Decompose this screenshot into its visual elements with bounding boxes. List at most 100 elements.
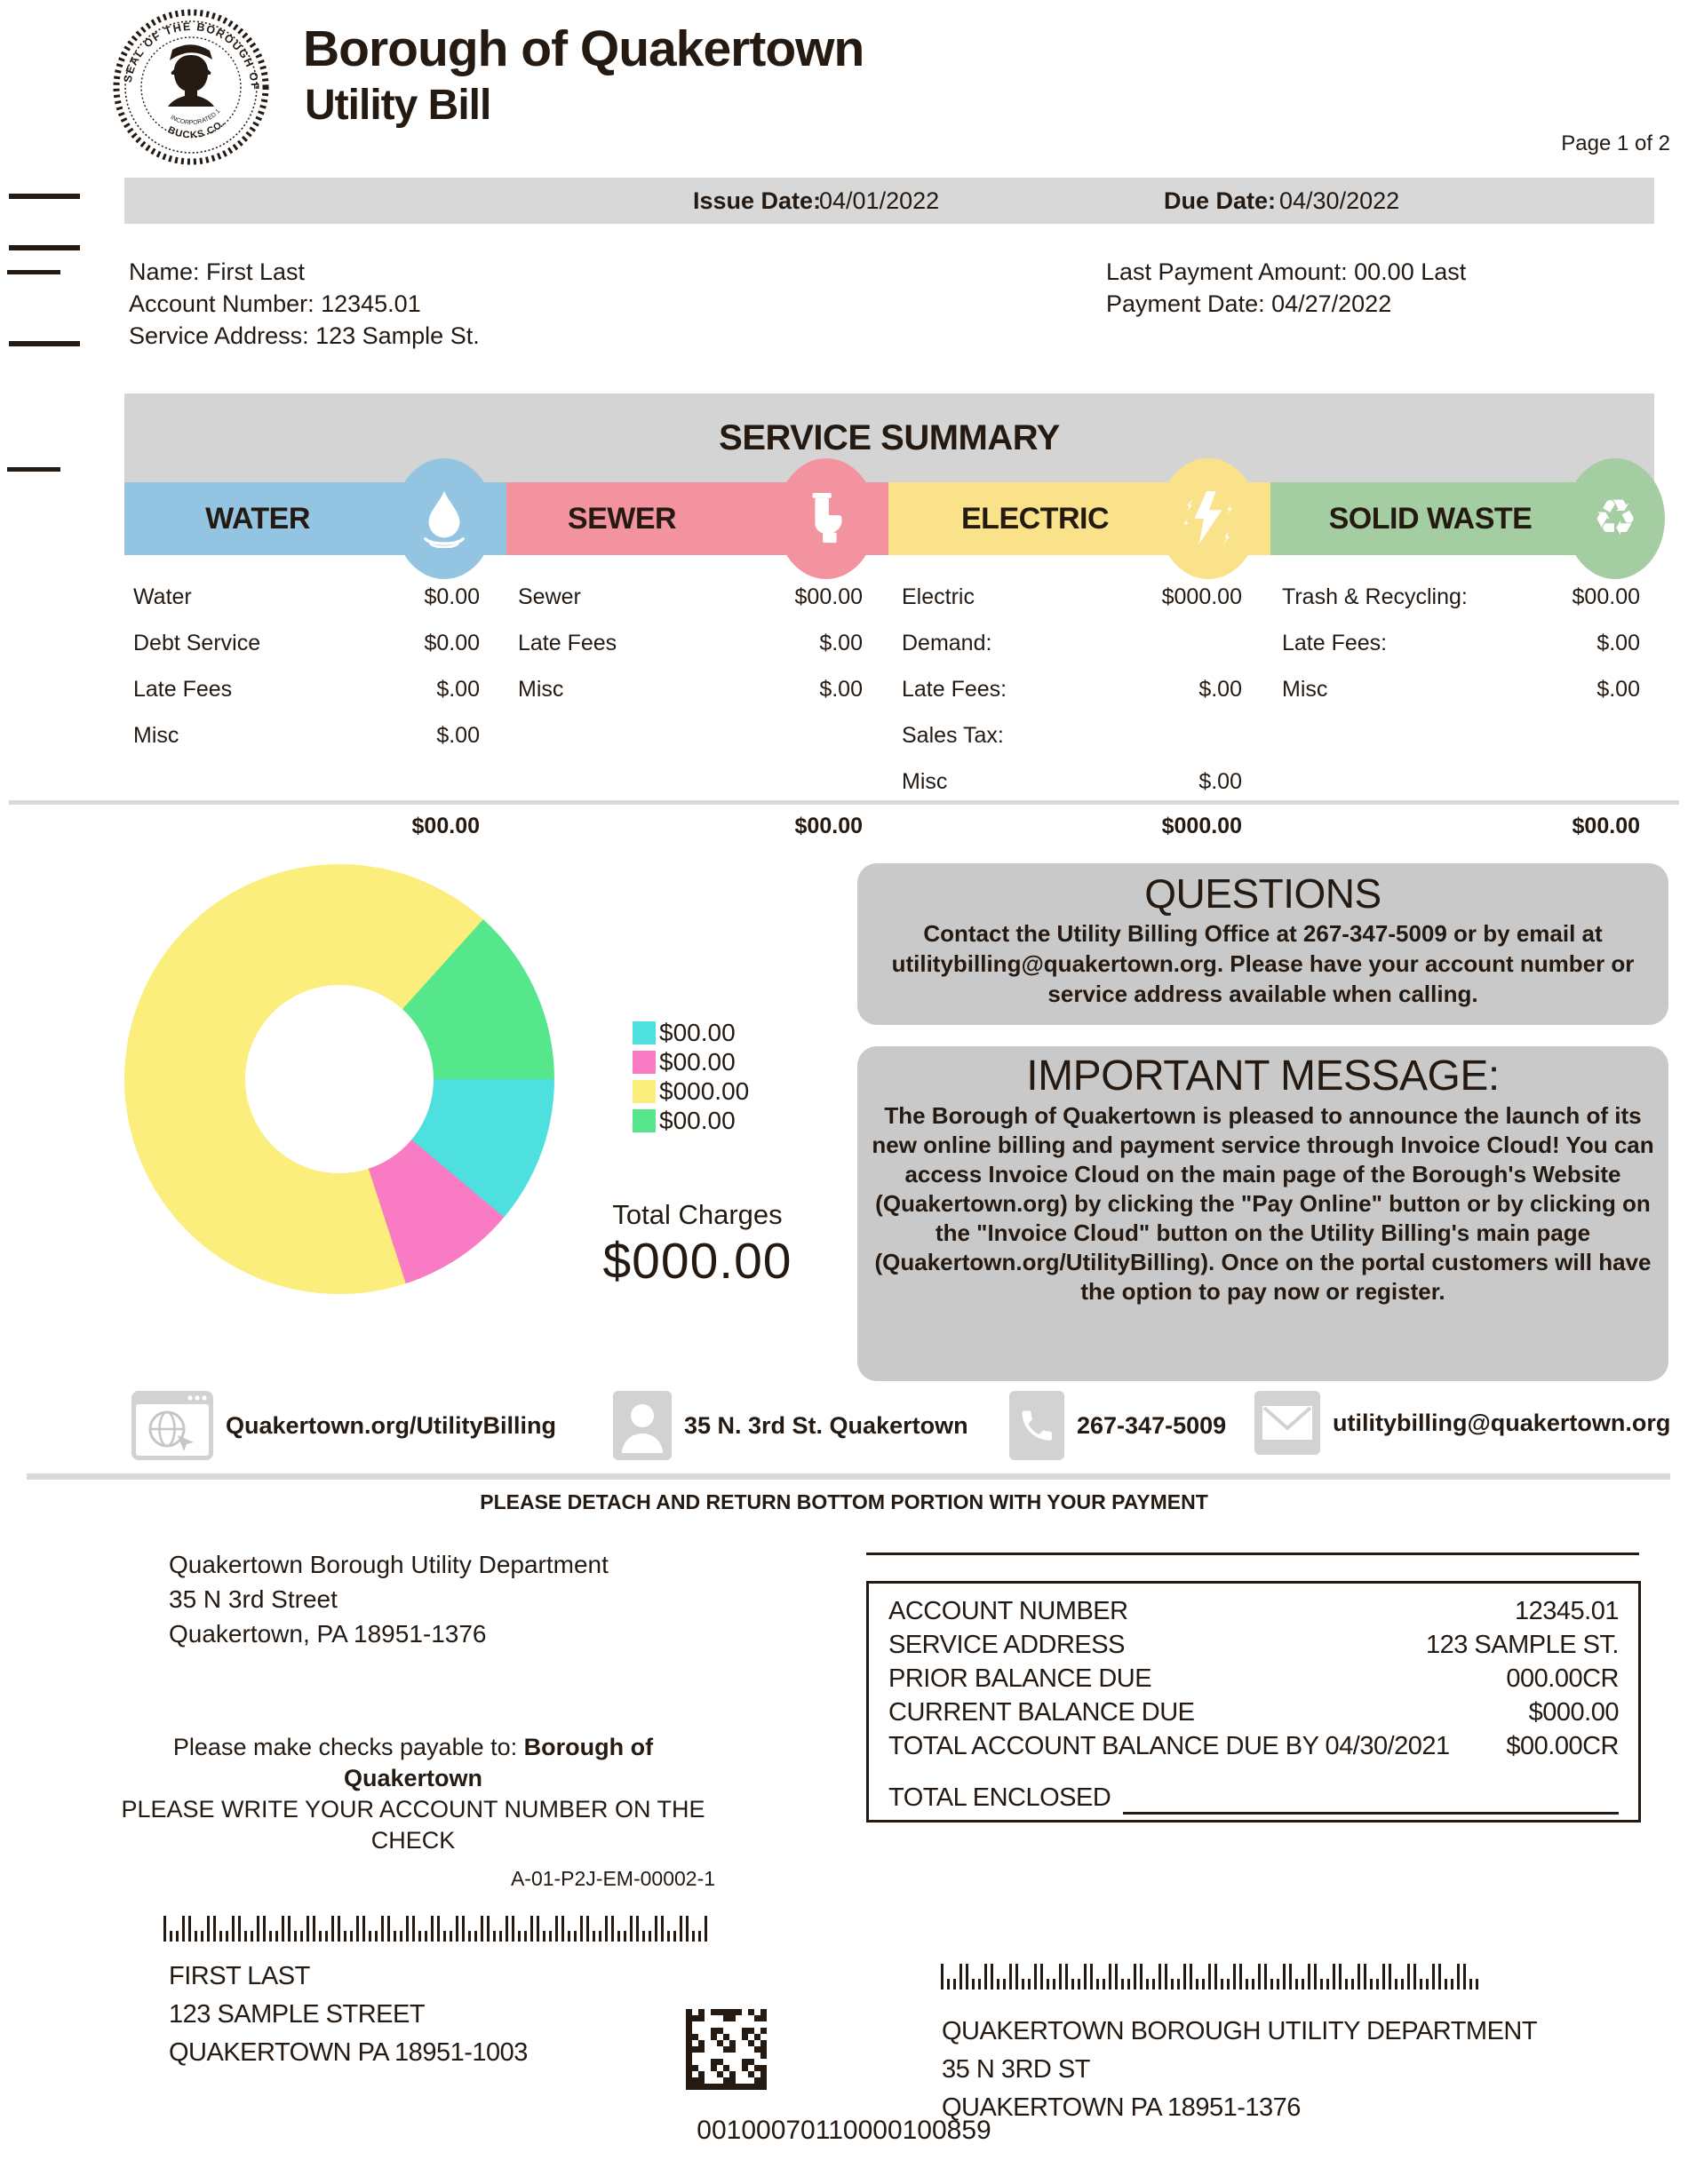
return-address-block: QUAKERTOWN BOROUGH UTILITY DEPARTMENT 35…	[942, 2017, 1538, 2122]
addressee-block: FIRST LAST 123 SAMPLE STREET QUAKERTOWN …	[169, 1962, 528, 2067]
chart-legend: $00.00 $00.00 $000.00 $00.00	[633, 1018, 749, 1135]
legend-swatch	[633, 1050, 656, 1074]
box-row: SERVICE ADDRESS 123 SAMPLE ST.	[888, 1631, 1620, 1659]
sewer-total: $00.00	[794, 814, 863, 838]
account-number: Account Number: 12345.01	[129, 290, 421, 317]
questions-title: QUESTIONS	[1144, 870, 1381, 917]
registration-mark	[9, 341, 80, 346]
important-message-body: The Borough of Quakertown is pleased to …	[872, 1102, 1654, 1305]
charge-row: Water $0.00	[133, 584, 480, 609]
toilet-icon	[812, 492, 842, 544]
charge-row: Misc $.00	[518, 677, 863, 702]
donut-hole	[245, 985, 434, 1173]
contact-website: Quakertown.org/UtilityBilling	[131, 1391, 556, 1460]
total-charges: Total Charges $000.00	[546, 1197, 848, 1290]
borough-seal: SEAL OF THE BOROUGH OF QUAKERTOWN BUCKS …	[111, 7, 269, 165]
charge-row: Late Fees: $.00	[1282, 631, 1640, 655]
contact-email: utilitybilling@quakertown.org	[1254, 1391, 1670, 1455]
electric-charges: Electric $000.00 Demand: Late Fees: $.00 S…	[902, 584, 1242, 815]
phone-icon	[1009, 1391, 1064, 1460]
sewer-charges: Sewer $00.00 Late Fees $.00 Misc $.00	[518, 584, 863, 723]
scan-line-number: 00100070110000100859	[697, 2116, 991, 2145]
legend-swatch	[633, 1108, 656, 1132]
service-address: Service Address: 123 Sample St.	[129, 322, 480, 349]
charge-row: Misc $.00	[133, 723, 480, 748]
solid-waste-charges: Trash & Recycling: $00.00 Late Fees: $.00 …	[1282, 584, 1640, 723]
total-enclosed-row: TOTAL ENCLOSED	[888, 1781, 1619, 1815]
charge-row: Late Fees: $.00	[902, 677, 1242, 702]
checks-payable-note: Please make checks payable to: Borough o…	[115, 1732, 711, 1856]
charge-row: Demand:	[902, 631, 992, 655]
service-summary-title: SERVICE SUMMARY	[719, 418, 1060, 457]
checks-payee: Borough of Quakertown	[343, 1734, 654, 1791]
charge-row: Late Fees $.00	[518, 631, 863, 655]
last-payment-info: Last Payment Amount: 00.00 Last Payment …	[1106, 258, 1467, 317]
charge-row: Electric $000.00	[902, 584, 1242, 609]
recycle-icon: ♻	[1593, 489, 1637, 547]
sewer-header: SEWER	[567, 502, 677, 536]
registration-mark	[9, 245, 80, 250]
important-message-box: IMPORTANT MESSAGE: The Borough of Quaker…	[857, 1046, 1668, 1381]
total-enclosed-blank[interactable]	[1123, 1781, 1619, 1815]
box-row: TOTAL ACCOUNT BALANCE DUE BY 04/30/2021 $…	[888, 1732, 1619, 1760]
dates-bar: Issue Date: 04/01/2022 Due Date: 04/30/2…	[124, 178, 1654, 224]
electric-total: $000.00	[1161, 814, 1242, 838]
charge-row: Trash & Recycling: $00.00	[1282, 584, 1640, 609]
email-icon	[1254, 1391, 1320, 1455]
total-charges-value: $000.00	[602, 1233, 792, 1290]
water-drop-icon	[423, 491, 466, 548]
questions-body: Contact the Utility Billing Office at 26…	[891, 920, 1635, 1007]
mail-code: A-01-P2J-EM-00002-1	[510, 1867, 716, 1890]
issue-date-label: Issue Date:	[693, 187, 822, 214]
water-icon-circle	[394, 458, 494, 579]
legend-item: $00.00	[633, 1047, 749, 1076]
charge-row: Sales Tax:	[902, 723, 1004, 748]
due-date-value: 04/30/2022	[1279, 187, 1400, 214]
water-header: WATER	[205, 502, 310, 536]
total-charges-caption: Total Charges	[612, 1199, 783, 1230]
org-name: Borough of Quakertown	[303, 20, 864, 77]
charge-row: Debt Service $0.00	[133, 631, 480, 655]
electric-icon-circle	[1159, 458, 1258, 579]
account-box-top-rule	[866, 1553, 1639, 1555]
detach-divider	[27, 1473, 1670, 1480]
person-icon	[613, 1391, 672, 1460]
box-row: PRIOR BALANCE DUE 000.00CR	[888, 1664, 1619, 1693]
charge-row: Misc $.00	[902, 769, 1242, 794]
registration-mark	[7, 270, 60, 274]
registration-mark	[7, 467, 60, 472]
sewer-icon-circle	[776, 458, 876, 579]
contact-phone: 267-347-5009	[1009, 1391, 1226, 1460]
svg-text:♻: ♻	[1593, 489, 1637, 547]
browser-icon	[131, 1391, 213, 1460]
department-address: Quakertown Borough Utility Department 35…	[169, 1551, 609, 1648]
contact-address: 35 N. 3rd St. Quakertown	[613, 1391, 968, 1460]
water-charges: Water $0.00 Debt Service $0.00 Late Fees $.…	[133, 584, 480, 769]
legend-item: $00.00	[633, 1106, 749, 1135]
legend-swatch	[633, 1021, 656, 1044]
customer-name: Name: First Last	[129, 258, 306, 285]
charge-row: Misc $.00	[1282, 677, 1640, 702]
electric-header: ELECTRIC	[961, 502, 1110, 536]
total-enclosed-label: TOTAL ENCLOSED	[888, 1783, 1111, 1812]
solid-waste-total: $00.00	[1572, 814, 1640, 838]
important-message-title: IMPORTANT MESSAGE:	[1026, 1052, 1500, 1100]
account-summary-box: ACCOUNT NUMBER 12345.01 SERVICE ADDRESS 12…	[866, 1581, 1641, 1823]
box-row: CURRENT BALANCE DUE $000.00	[888, 1698, 1620, 1727]
intelligent-mail-barcode	[941, 1964, 1482, 2005]
totals-divider	[9, 800, 1679, 805]
solid-waste-header: SOLID WASTE	[1328, 502, 1533, 536]
questions-box: QUESTIONS Contact the Utility Billing Of…	[857, 863, 1668, 1025]
doc-title: Utility Bill	[305, 82, 491, 129]
box-row: ACCOUNT NUMBER 12345.01	[888, 1597, 1619, 1625]
detach-note: PLEASE DETACH AND RETURN BOTTOM PORTION …	[480, 1490, 1208, 1513]
seal-bust	[168, 44, 214, 107]
registration-mark	[9, 194, 80, 199]
water-total: $00.00	[411, 814, 480, 838]
charge-row: Late Fees $.00	[133, 677, 480, 702]
datamatrix-code	[686, 2009, 767, 2090]
account-info: Name: First Last Account Number: 12345.0…	[129, 256, 480, 352]
write-account-note: PLEASE WRITE YOUR ACCOUNT NUMBER ON THE …	[121, 1796, 705, 1854]
solid-waste-icon-circle: ♻	[1565, 458, 1665, 579]
